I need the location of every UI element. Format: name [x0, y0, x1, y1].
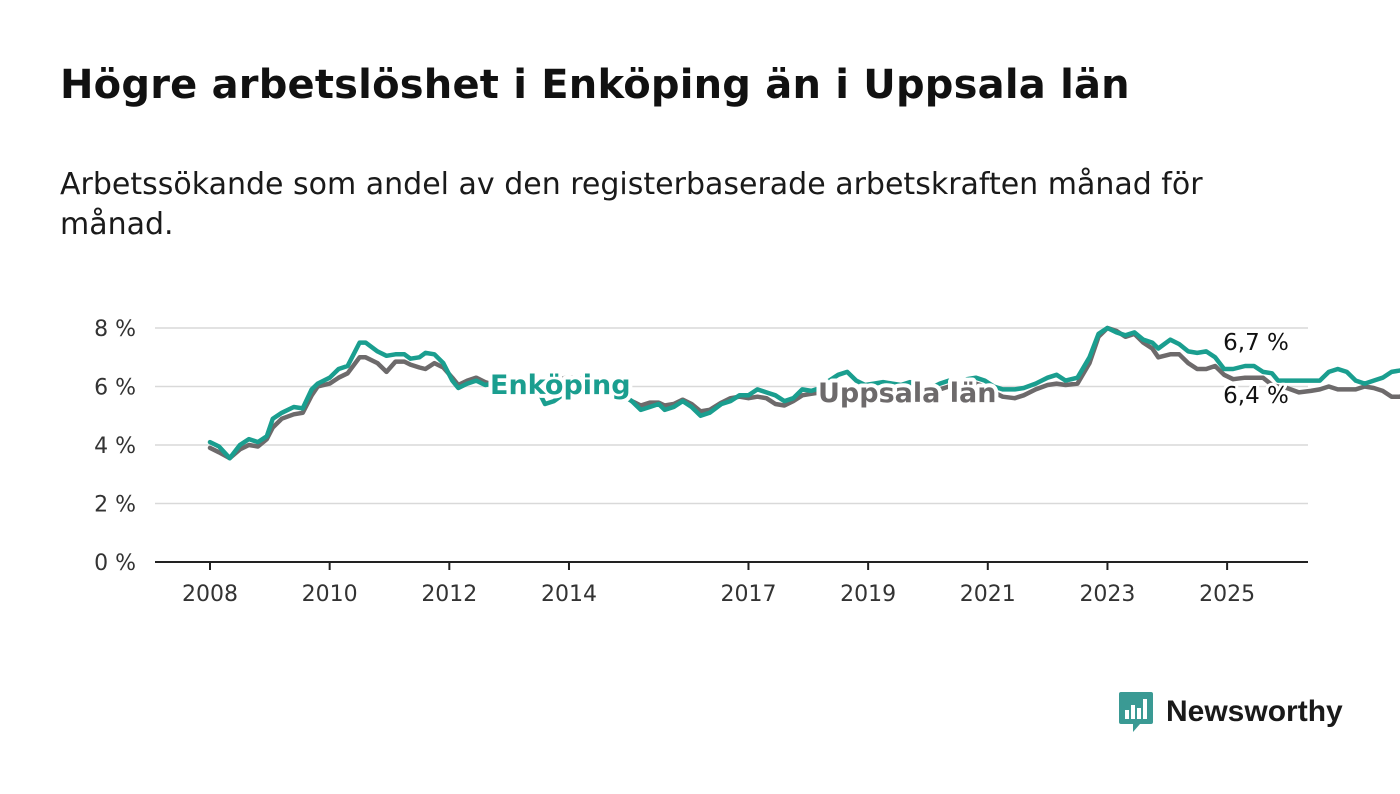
y-tick-label: 0 %	[94, 551, 136, 576]
y-tick-label: 4 %	[94, 434, 136, 459]
chart-subtitle: Arbetssökande som andel av den registerb…	[60, 167, 1203, 242]
chart-title: Högre arbetslöshet i Enköping än i Uppsa…	[60, 62, 1130, 108]
newsworthy-logo: Newsworthy	[1118, 690, 1343, 734]
x-tick-label: 2021	[960, 582, 1016, 607]
x-tick-label: 2008	[182, 582, 238, 607]
brand-name: Newsworthy	[1166, 695, 1343, 728]
enkoping-series-label-halo: Enköping	[490, 370, 631, 401]
chart-gridlines	[155, 327, 1308, 570]
y-axis-tick-labels: 0 % 2 % 4 % 6 % 8 %	[94, 317, 136, 576]
y-tick-label: 8 %	[94, 317, 136, 342]
x-axis-tick-labels: 2008 2010 2012 2014 2017 2019 2021 2023 2025	[182, 582, 1255, 607]
x-tick-label: 2023	[1079, 582, 1135, 607]
uppsala-series-label-halo: Uppsala län	[818, 378, 996, 409]
line-chart: 0 % 2 % 4 % 6 % 8 % 2008 2010 2012 2014 2017 2019…	[94, 317, 1400, 607]
uppsala-line	[207, 325, 1400, 461]
x-tick-label: 2017	[720, 582, 776, 607]
enkoping-end-value-label-halo: 6,7 %	[1223, 330, 1289, 356]
uppsala-end-value-label-halo: 6,4 %	[1223, 383, 1289, 409]
x-tick-label: 2014	[541, 582, 597, 607]
x-tick-label: 2010	[302, 582, 358, 607]
enkoping-series-label: Enköping	[490, 370, 631, 401]
uppsala-end-value-label: 6,4 %	[1223, 383, 1289, 409]
y-tick-label: 2 %	[94, 493, 136, 518]
uppsala-series-label: Uppsala län	[818, 378, 996, 409]
x-tick-label: 2019	[840, 582, 896, 607]
chart-series-lines	[207, 325, 1400, 461]
x-tick-label: 2025	[1199, 582, 1255, 607]
y-tick-label: 6 %	[94, 376, 136, 401]
enkoping-line	[207, 325, 1400, 461]
enkoping-end-value-label: 6,7 %	[1223, 330, 1289, 356]
newsworthy-bar-chart-icon	[1119, 692, 1153, 732]
x-tick-label: 2012	[421, 582, 477, 607]
